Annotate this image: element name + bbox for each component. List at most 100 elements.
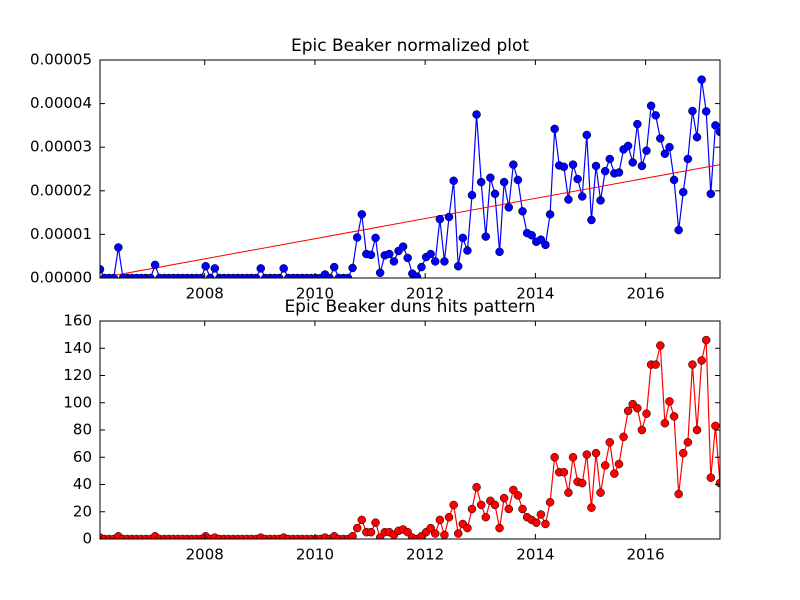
data-point	[568, 160, 578, 169]
data-point	[711, 121, 720, 130]
data-point	[449, 500, 458, 510]
data-point	[674, 489, 683, 499]
data-point	[665, 142, 674, 152]
data-point	[614, 168, 624, 177]
y-tick-label: 0.00000	[30, 269, 92, 287]
x-tick-label: 2008	[186, 285, 224, 303]
data-point	[499, 177, 509, 187]
data-point	[476, 177, 486, 187]
data-point	[251, 273, 261, 278]
data-point	[412, 272, 422, 278]
plot-area	[100, 335, 720, 539]
x-tick-label: 2012	[406, 546, 444, 564]
y-tick-label: 0.00003	[30, 138, 92, 156]
data-point	[499, 493, 509, 503]
data-point	[467, 190, 477, 200]
data-point	[683, 154, 693, 164]
data-point	[325, 273, 334, 278]
data-point	[633, 403, 642, 413]
data-point	[692, 132, 702, 142]
data-point	[568, 453, 578, 462]
data-point	[476, 500, 486, 510]
plot-area	[100, 75, 720, 278]
data-point	[600, 166, 610, 176]
x-tick-label: 2010	[296, 285, 334, 303]
data-point	[582, 130, 592, 140]
data-point	[715, 127, 720, 137]
data-point	[660, 418, 670, 428]
data-point	[518, 207, 527, 216]
data-point	[357, 210, 367, 219]
data-point	[600, 461, 610, 470]
data-point	[440, 257, 449, 266]
data-point	[591, 448, 601, 458]
y-tick-label: 0.00004	[30, 94, 92, 112]
data-point	[504, 504, 514, 514]
data-point	[573, 174, 582, 184]
data-point	[426, 523, 435, 533]
data-point	[628, 158, 638, 167]
data-point	[623, 406, 633, 416]
data-point	[463, 246, 472, 255]
data-point	[495, 247, 504, 257]
data-point	[605, 438, 615, 447]
y-tick-label: 0.00001	[30, 225, 92, 243]
data-point	[559, 467, 569, 477]
data-point	[196, 273, 206, 278]
data-point	[701, 335, 711, 345]
data-point	[660, 149, 670, 158]
data-point	[366, 527, 376, 537]
data-point	[430, 529, 440, 538]
data-point	[532, 518, 541, 527]
data-point	[481, 512, 491, 522]
y-tick-label: 120	[63, 366, 92, 384]
data-point	[587, 215, 596, 225]
x-tick-label: 2016	[627, 285, 665, 303]
data-point	[467, 504, 477, 514]
data-point	[486, 173, 495, 182]
data-point	[375, 268, 385, 278]
data-point	[656, 134, 665, 143]
data-point	[605, 154, 615, 164]
data-point	[688, 360, 697, 369]
data-point	[614, 459, 624, 469]
data-point	[513, 491, 523, 500]
data-point	[637, 161, 647, 171]
data-point	[403, 253, 412, 263]
y-tick-label: 160	[63, 312, 92, 330]
y-tick-label: 140	[63, 339, 92, 357]
data-point	[449, 176, 458, 186]
y-tick-label: 60	[73, 448, 92, 466]
x-tick-label: 2008	[186, 546, 224, 564]
y-tick-label: 0	[82, 530, 92, 548]
data-point	[352, 233, 362, 242]
data-point	[371, 518, 380, 527]
data-point	[678, 187, 688, 197]
data-point	[701, 107, 711, 116]
data-point	[623, 141, 633, 151]
data-point	[564, 488, 573, 497]
data-point	[504, 203, 514, 212]
x-tick-label: 2010	[296, 546, 334, 564]
data-point	[509, 485, 518, 495]
data-point	[205, 273, 215, 278]
data-point	[495, 523, 504, 533]
data-point	[665, 397, 674, 406]
data-point	[472, 110, 481, 119]
data-point	[706, 189, 716, 199]
data-point	[646, 101, 656, 111]
data-point	[678, 448, 688, 458]
data-point	[371, 233, 380, 243]
data-point	[274, 273, 284, 278]
data-point	[444, 512, 454, 522]
x-tick-label: 2014	[516, 285, 554, 303]
y-tick-label: 0.00005	[30, 51, 92, 69]
y-tick-label: 20	[73, 502, 92, 520]
data-point	[541, 240, 550, 250]
data-point	[435, 214, 445, 224]
x-tick-label: 2016	[627, 546, 665, 564]
x-tick-label: 2014	[516, 546, 554, 564]
data-point	[417, 262, 426, 272]
y-tick-label: 80	[73, 421, 92, 439]
data-point	[697, 356, 706, 365]
